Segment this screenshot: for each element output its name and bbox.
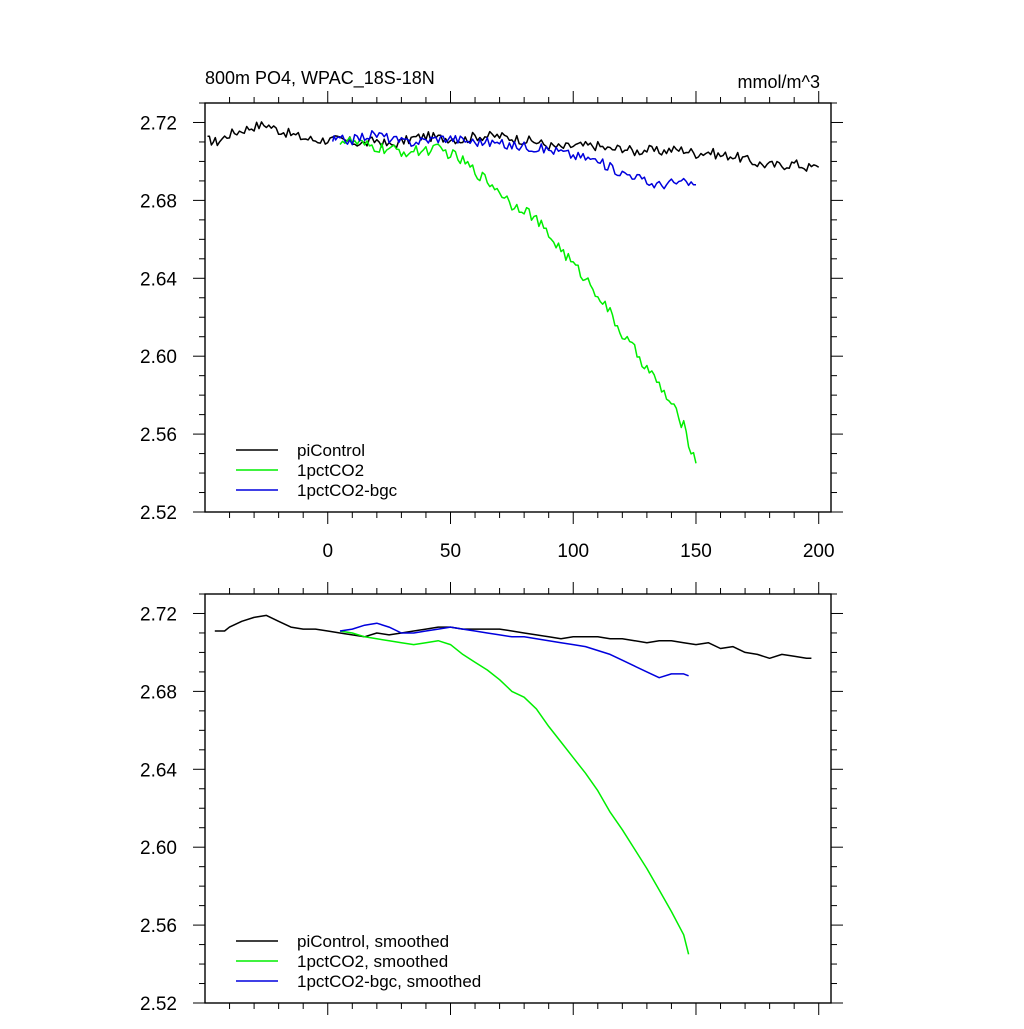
legend-label: 1pctCO2 — [297, 461, 364, 480]
plot-frame — [204, 102, 832, 513]
y-tick-label: 2.60 — [140, 347, 177, 368]
legend-label: 1pctCO2, smoothed — [297, 952, 448, 971]
y-tick-label: 2.64 — [140, 760, 177, 781]
legend-label: piControl, smoothed — [297, 932, 449, 951]
y-tick-label: 2.56 — [140, 916, 177, 937]
legend-label: 1pctCO2-bgc, smoothed — [297, 972, 481, 991]
x-tick-label: 200 — [803, 541, 835, 562]
series-line-3 — [339, 622, 689, 679]
legend-label: 1pctCO2-bgc — [297, 481, 398, 500]
series-line-1 — [207, 121, 820, 172]
chart-title: 800m PO4, WPAC_18S-18N — [205, 68, 435, 89]
series-line-2 — [339, 136, 697, 464]
y-tick-label: 2.52 — [140, 503, 177, 524]
y-tick-label: 2.60 — [140, 838, 177, 859]
y-tick-label: 2.56 — [140, 425, 177, 446]
y-tick-label: 2.68 — [140, 682, 177, 703]
x-tick-label: 100 — [557, 541, 589, 562]
x-tick-label: 50 — [440, 541, 461, 562]
x-tick-label: 150 — [680, 541, 712, 562]
plot-frame — [204, 593, 832, 1004]
bottom-panel: 2.52 2.56 2.60 2.64 2.68 2.72 piControl, smoot… — [140, 582, 843, 1015]
y-tick-label: 2.72 — [140, 604, 177, 625]
legend-label: piControl — [297, 441, 365, 460]
y-tick-label: 2.52 — [140, 994, 177, 1015]
y-tick-label: 2.68 — [140, 191, 177, 212]
series-line-3 — [331, 130, 696, 190]
y-tick-label: 2.72 — [140, 113, 177, 134]
units-label: mmol/m^3 — [738, 72, 820, 92]
y-tick-label: 2.64 — [140, 269, 177, 290]
top-panel: 800m PO4, WPAC_18S-18N mmol/m^3 0 50 100 15… — [140, 68, 843, 562]
series-line-1 — [214, 614, 812, 660]
series-line-2 — [339, 630, 690, 955]
x-tick-label: 0 — [322, 541, 333, 562]
